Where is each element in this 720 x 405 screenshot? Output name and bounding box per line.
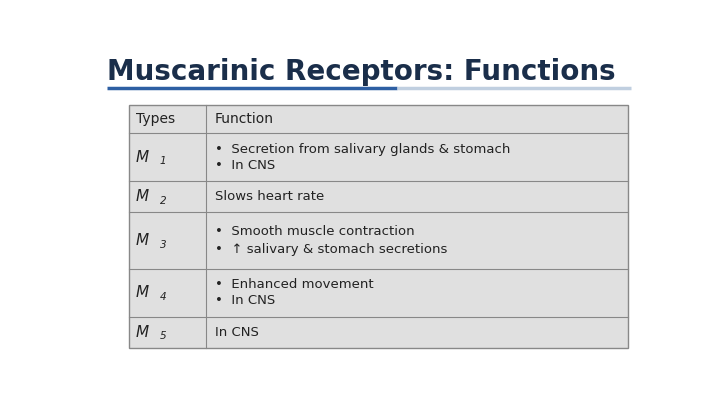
Text: 1: 1 bbox=[160, 156, 166, 166]
FancyBboxPatch shape bbox=[129, 105, 629, 348]
Text: 4: 4 bbox=[160, 292, 166, 302]
Text: Muscarinic Receptors: Functions: Muscarinic Receptors: Functions bbox=[107, 58, 616, 86]
Text: •  Secretion from salivary glands & stomach: • Secretion from salivary glands & stoma… bbox=[215, 143, 510, 156]
Text: Slows heart rate: Slows heart rate bbox=[215, 190, 324, 203]
Text: 2: 2 bbox=[160, 196, 166, 206]
Text: Types: Types bbox=[136, 112, 175, 126]
Text: M: M bbox=[136, 189, 149, 204]
Text: M: M bbox=[136, 285, 149, 301]
Text: 3: 3 bbox=[160, 239, 166, 249]
Text: In CNS: In CNS bbox=[215, 326, 258, 339]
Text: M: M bbox=[136, 325, 149, 340]
Text: M: M bbox=[136, 233, 149, 248]
Text: •  In CNS: • In CNS bbox=[215, 294, 275, 307]
Text: •  ↑ salivary & stomach secretions: • ↑ salivary & stomach secretions bbox=[215, 243, 447, 256]
Text: •  Enhanced movement: • Enhanced movement bbox=[215, 278, 374, 291]
Text: •  In CNS: • In CNS bbox=[215, 159, 275, 172]
Text: Function: Function bbox=[215, 112, 274, 126]
Text: M: M bbox=[136, 149, 149, 164]
Text: 5: 5 bbox=[160, 331, 166, 341]
Text: •  Smooth muscle contraction: • Smooth muscle contraction bbox=[215, 224, 415, 238]
